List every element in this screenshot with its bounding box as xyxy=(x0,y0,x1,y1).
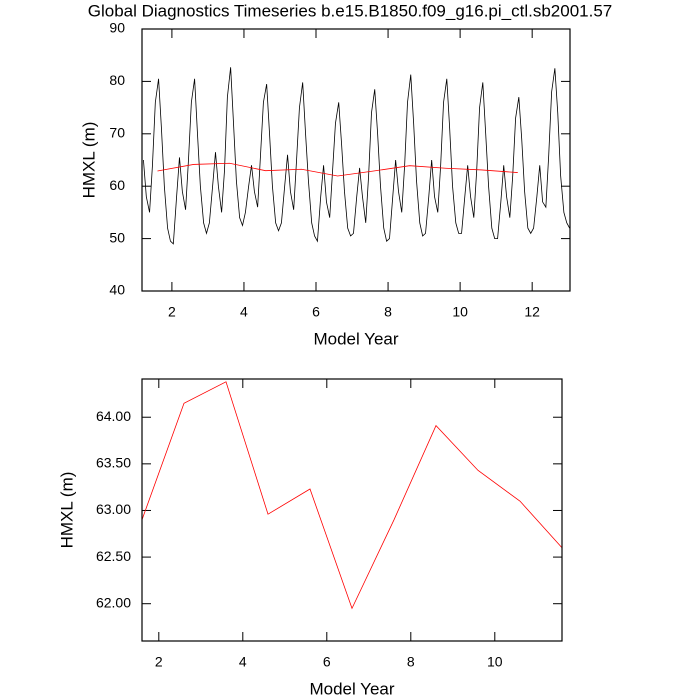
x-tick-label: 4 xyxy=(240,304,248,320)
y-axis-label: HMXL (m) xyxy=(79,122,98,199)
x-tick-label: 8 xyxy=(407,654,415,670)
x-axis-label: Model Year xyxy=(313,329,398,348)
data-line xyxy=(141,381,563,610)
y-axis-label: HMXL (m) xyxy=(57,472,76,549)
x-tick-label: 12 xyxy=(524,304,540,320)
data-line xyxy=(157,162,518,177)
y-tick-label: 50 xyxy=(109,229,125,245)
x-tick-label: 6 xyxy=(323,654,331,670)
y-tick-label: 60 xyxy=(109,177,125,193)
plot-frame xyxy=(141,28,571,292)
x-tick-label: 6 xyxy=(312,304,320,320)
x-tick-label: 10 xyxy=(487,654,503,670)
y-tick-label: 62.00 xyxy=(96,594,131,610)
x-tick-label: 10 xyxy=(452,304,468,320)
y-tick-label: 63.00 xyxy=(96,501,131,517)
x-tick-label: 4 xyxy=(239,654,247,670)
x-tick-label: 8 xyxy=(384,304,392,320)
x-axis-label: Model Year xyxy=(309,679,394,698)
y-tick-label: 80 xyxy=(109,72,125,88)
data-line xyxy=(143,67,570,245)
x-tick-label: 2 xyxy=(168,304,176,320)
y-tick-label: 64.00 xyxy=(96,408,131,424)
y-tick-label: 63.50 xyxy=(96,455,131,471)
y-tick-label: 62.50 xyxy=(96,548,131,564)
plot-frame xyxy=(141,378,563,642)
x-tick-label: 2 xyxy=(155,654,163,670)
y-tick-label: 70 xyxy=(109,125,125,141)
chart-title: Global Diagnostics Timeseries b.e15.B185… xyxy=(88,1,613,20)
y-tick-label: 90 xyxy=(109,20,125,36)
y-tick-label: 40 xyxy=(109,282,125,298)
